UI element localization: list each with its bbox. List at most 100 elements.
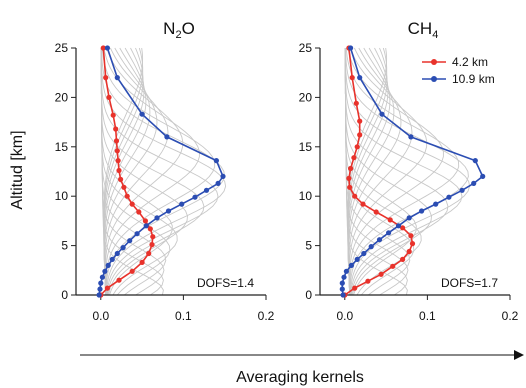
x-tick-label: 0.2 (258, 309, 275, 323)
data-point-10-9-km (213, 158, 219, 164)
legend-marker (431, 59, 437, 65)
x-tick-label: 0.1 (419, 309, 436, 323)
y-tick-label: 0 (61, 288, 68, 302)
data-point-10-9-km (379, 111, 385, 117)
data-point-4-2-km (408, 233, 414, 239)
background-kernel-line (101, 47, 216, 296)
data-point-10-9-km (343, 268, 349, 274)
background-kernel-line (103, 47, 144, 296)
panel-title: N2O (163, 19, 195, 41)
data-point-10-9-km (408, 134, 414, 140)
x-axis-label: Averaging kernels (236, 369, 364, 386)
data-point-10-9-km (395, 223, 402, 229)
data-point-4-2-km (351, 155, 357, 161)
data-point-10-9-km (361, 250, 367, 257)
data-point-10-9-km (154, 215, 160, 221)
data-point-10-9-km (192, 194, 198, 200)
background-kernel-line (100, 47, 227, 296)
data-point-10-9-km (433, 201, 439, 207)
legend-label: 10.9 km (452, 72, 495, 86)
data-point-10-9-km (215, 180, 221, 186)
data-point-4-2-km (353, 100, 359, 106)
data-point-10-9-km (143, 223, 149, 229)
data-point-10-9-km (348, 45, 354, 51)
data-point-4-2-km (104, 285, 110, 291)
data-point-10-9-km (341, 274, 347, 280)
background-kernel-line (348, 47, 428, 296)
data-point-10-9-km (376, 237, 383, 243)
data-point-4-2-km (142, 218, 148, 224)
data-point-4-2-km (114, 148, 120, 154)
data-point-10-9-km (120, 245, 126, 251)
data-point-10-9-km (99, 274, 105, 280)
data-point-10-9-km (471, 180, 477, 186)
background-kernel-line (104, 47, 184, 296)
data-point-4-2-km (409, 241, 416, 247)
data-point-4-2-km (116, 277, 122, 283)
data-point-4-2-km (400, 256, 406, 262)
data-point-4-2-km (136, 209, 142, 215)
data-point-4-2-km (390, 263, 396, 269)
data-point-10-9-km (339, 286, 345, 292)
panel-n2o: 0 5 10 15 20 25 0.0 0.1 0.2 N2O DOFS=1.4 (55, 19, 275, 323)
data-point-10-9-km (386, 230, 392, 236)
data-point-10-9-km (472, 158, 478, 164)
data-point-10-9-km (419, 208, 425, 214)
data-point-4-2-km (106, 94, 112, 100)
y-tick-label: 10 (299, 189, 313, 203)
data-point-4-2-km (116, 167, 122, 174)
data-point-4-2-km (357, 118, 363, 124)
background-kernel-line (345, 47, 460, 296)
dofs-annotation: DOFS=1.4 (197, 276, 254, 290)
background-kernel-line (347, 47, 444, 296)
data-point-10-9-km (109, 256, 115, 262)
data-point-4-2-km (352, 285, 358, 291)
data-point-4-2-km (124, 193, 130, 199)
data-point-4-2-km (406, 248, 412, 255)
y-tick-label: 15 (55, 140, 69, 154)
y-axis-label: Altitud [km] (9, 130, 26, 209)
data-point-10-9-km (97, 286, 103, 292)
data-point-4-2-km (354, 144, 360, 150)
y-tick-label: 20 (55, 90, 69, 104)
x-tick-label: 0.2 (502, 309, 519, 323)
background-kernel-line (344, 48, 463, 296)
data-point-4-2-km (360, 201, 366, 207)
data-point-10-9-km (98, 280, 104, 286)
data-point-4-2-km (400, 225, 406, 231)
data-point-4-2-km (150, 234, 156, 240)
data-point-4-2-km (113, 126, 119, 132)
background-kernel-line (103, 47, 200, 296)
y-tick-label: 20 (299, 90, 313, 104)
y-tick-label: 0 (305, 288, 312, 302)
data-point-10-9-km (446, 194, 452, 200)
panel-title: CH4 (408, 19, 439, 41)
background-kernel-line (347, 47, 388, 296)
data-point-10-9-km (459, 187, 465, 193)
data-point-4-2-km (147, 226, 153, 232)
legend-marker (431, 76, 437, 82)
data-point-4-2-km (129, 201, 135, 207)
data-point-4-2-km (349, 75, 355, 81)
data-point-4-2-km (113, 138, 120, 144)
data-point-4-2-km (387, 217, 393, 223)
y-tick-label: 5 (61, 239, 68, 253)
data-point-10-9-km (480, 173, 486, 179)
data-point-10-9-km (203, 187, 210, 193)
data-point-10-9-km (165, 208, 172, 214)
data-point-4-2-km (146, 250, 152, 257)
data-point-10-9-km (164, 134, 170, 140)
data-point-10-9-km (105, 262, 111, 268)
background-kernel-line (344, 48, 449, 296)
data-point-4-2-km (347, 184, 353, 190)
x-tick-label: 0.0 (336, 309, 353, 323)
background-kernel-line (100, 48, 205, 296)
data-point-10-9-km (220, 173, 226, 179)
data-point-10-9-km (127, 238, 133, 244)
data-point-4-2-km (357, 132, 363, 138)
data-point-10-9-km (134, 231, 140, 237)
x-tick-label: 0.0 (92, 309, 109, 323)
data-point-4-2-km (103, 75, 109, 81)
data-point-10-9-km (354, 256, 360, 262)
